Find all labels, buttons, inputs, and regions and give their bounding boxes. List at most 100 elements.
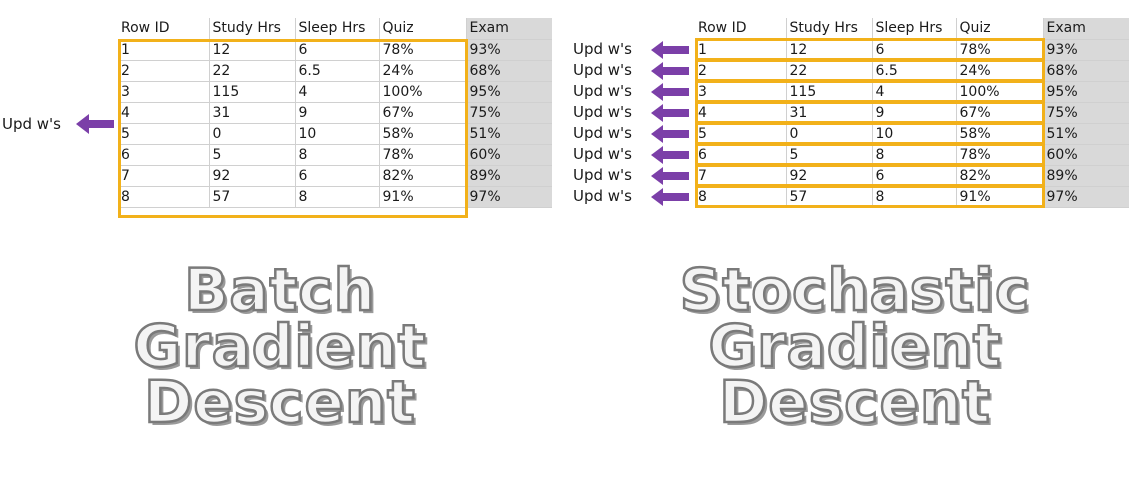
table-cell: 6: [118, 144, 210, 166]
table-cell: 6: [872, 39, 957, 61]
table-row: 7 92 6 82% 89%: [695, 165, 1129, 187]
table-cell: 6: [872, 165, 957, 187]
table-cell: 4: [872, 81, 957, 103]
table-cell: 12: [209, 39, 296, 61]
table-cell: 97%: [466, 186, 552, 208]
table-cell: 78%: [956, 39, 1044, 61]
column-header: Quiz: [379, 18, 467, 40]
table-cell: 22: [786, 60, 873, 82]
table-cell: 75%: [466, 102, 552, 124]
table-row: 3 115 4 100% 95%: [118, 81, 552, 103]
table-cell: 24%: [956, 60, 1044, 82]
sgd-update-arrow-icon: [651, 62, 689, 80]
table-cell: 58%: [379, 123, 467, 145]
sgd-update-label: Upd w's: [573, 187, 632, 205]
column-header: Row ID: [118, 18, 210, 40]
batch-panel: Row ID Study Hrs Sleep Hrs Quiz Exam 1 12 6 78% 9…: [0, 0, 560, 497]
table-cell: 10: [295, 123, 380, 145]
table-cell: 6: [295, 165, 380, 187]
table-cell: 8: [872, 144, 957, 166]
table-cell: 6: [695, 144, 787, 166]
sgd-update-label: Upd w's: [573, 40, 632, 58]
table-row: 3 115 4 100% 95%: [695, 81, 1129, 103]
table-cell: 8: [695, 186, 787, 208]
batch-update-label: Upd w's: [2, 115, 61, 133]
sgd-update-arrow-icon: [651, 188, 689, 206]
table-cell: 93%: [1043, 39, 1129, 61]
table-row: 1 12 6 78% 93%: [695, 39, 1129, 61]
sgd-data-table: Row ID Study Hrs Sleep Hrs Quiz Exam 1 12 6 78% 9…: [695, 18, 1129, 208]
sgd-update-arrow-icon: [651, 146, 689, 164]
table-row: 2 22 6.5 24% 68%: [695, 60, 1129, 82]
sgd-update-label: Upd w's: [573, 103, 632, 121]
sgd-update-label: Upd w's: [573, 166, 632, 184]
table-cell: 5: [695, 123, 787, 145]
sgd-title: Stochastic Gradient Descent: [665, 260, 1045, 436]
table-cell: 68%: [466, 60, 552, 82]
table-cell: 89%: [1043, 165, 1129, 187]
table-cell: 4: [695, 102, 787, 124]
table-cell: 91%: [379, 186, 467, 208]
table-row: 8 57 8 91% 97%: [118, 186, 552, 208]
table-cell: 24%: [379, 60, 467, 82]
table-cell: 78%: [379, 39, 467, 61]
table-cell: 68%: [1043, 60, 1129, 82]
table-row: 5 0 10 58% 51%: [695, 123, 1129, 145]
table-cell: 3: [118, 81, 210, 103]
column-header: Quiz: [956, 18, 1044, 40]
batch-data-table: Row ID Study Hrs Sleep Hrs Quiz Exam 1 12 6 78% 9…: [118, 18, 552, 208]
table-cell: 100%: [956, 81, 1044, 103]
table-cell: 67%: [379, 102, 467, 124]
table-cell: 89%: [466, 165, 552, 187]
table-cell: 8: [295, 144, 380, 166]
table-cell: 5: [786, 144, 873, 166]
table-row: 5 0 10 58% 51%: [118, 123, 552, 145]
table-cell: 51%: [1043, 123, 1129, 145]
table-cell: 9: [872, 102, 957, 124]
sgd-update-arrow-icon: [651, 83, 689, 101]
batch-title-line-3: Descent: [143, 368, 416, 436]
table-cell: 91%: [956, 186, 1044, 208]
table-cell: 0: [786, 123, 873, 145]
sgd-update-arrow-icon: [651, 125, 689, 143]
table-cell: 3: [695, 81, 787, 103]
sgd-table-wrap: Row ID Study Hrs Sleep Hrs Quiz Exam 1 12 6 78% 9…: [695, 18, 1129, 208]
table-cell: 78%: [379, 144, 467, 166]
sgd-update-label: Upd w's: [573, 124, 632, 142]
table-cell: 10: [872, 123, 957, 145]
table-cell: 31: [209, 102, 296, 124]
table-cell: 2: [695, 60, 787, 82]
table-cell: 97%: [1043, 186, 1129, 208]
batch-table-wrap: Row ID Study Hrs Sleep Hrs Quiz Exam 1 12 6 78% 9…: [118, 18, 552, 208]
table-cell: 100%: [379, 81, 467, 103]
sgd-header-row: Row ID Study Hrs Sleep Hrs Quiz Exam: [695, 18, 1129, 40]
table-cell: 115: [209, 81, 296, 103]
table-cell: 6.5: [295, 60, 380, 82]
sgd-update-arrow-icon: [651, 41, 689, 59]
table-cell: 22: [209, 60, 296, 82]
table-cell: 92: [209, 165, 296, 187]
table-row: 7 92 6 82% 89%: [118, 165, 552, 187]
table-cell: 75%: [1043, 102, 1129, 124]
table-cell: 60%: [1043, 144, 1129, 166]
table-row: 4 31 9 67% 75%: [118, 102, 552, 124]
column-header: Study Hrs: [786, 18, 873, 40]
table-cell: 82%: [956, 165, 1044, 187]
sgd-update-arrow-icon: [651, 104, 689, 122]
sgd-update-label: Upd w's: [573, 82, 632, 100]
sgd-title-line-3: Descent: [718, 368, 991, 436]
table-cell: 58%: [956, 123, 1044, 145]
column-header: Exam: [466, 18, 552, 40]
sgd-panel: Row ID Study Hrs Sleep Hrs Quiz Exam 1 12 6 78% 9…: [565, 0, 1135, 497]
column-header: Study Hrs: [209, 18, 296, 40]
table-cell: 95%: [466, 81, 552, 103]
table-cell: 82%: [379, 165, 467, 187]
sgd-update-arrow-icon: [651, 167, 689, 185]
table-cell: 9: [295, 102, 380, 124]
table-cell: 51%: [466, 123, 552, 145]
table-cell: 12: [786, 39, 873, 61]
table-cell: 8: [872, 186, 957, 208]
table-cell: 6.5: [872, 60, 957, 82]
table-cell: 8: [118, 186, 210, 208]
table-cell: 5: [209, 144, 296, 166]
